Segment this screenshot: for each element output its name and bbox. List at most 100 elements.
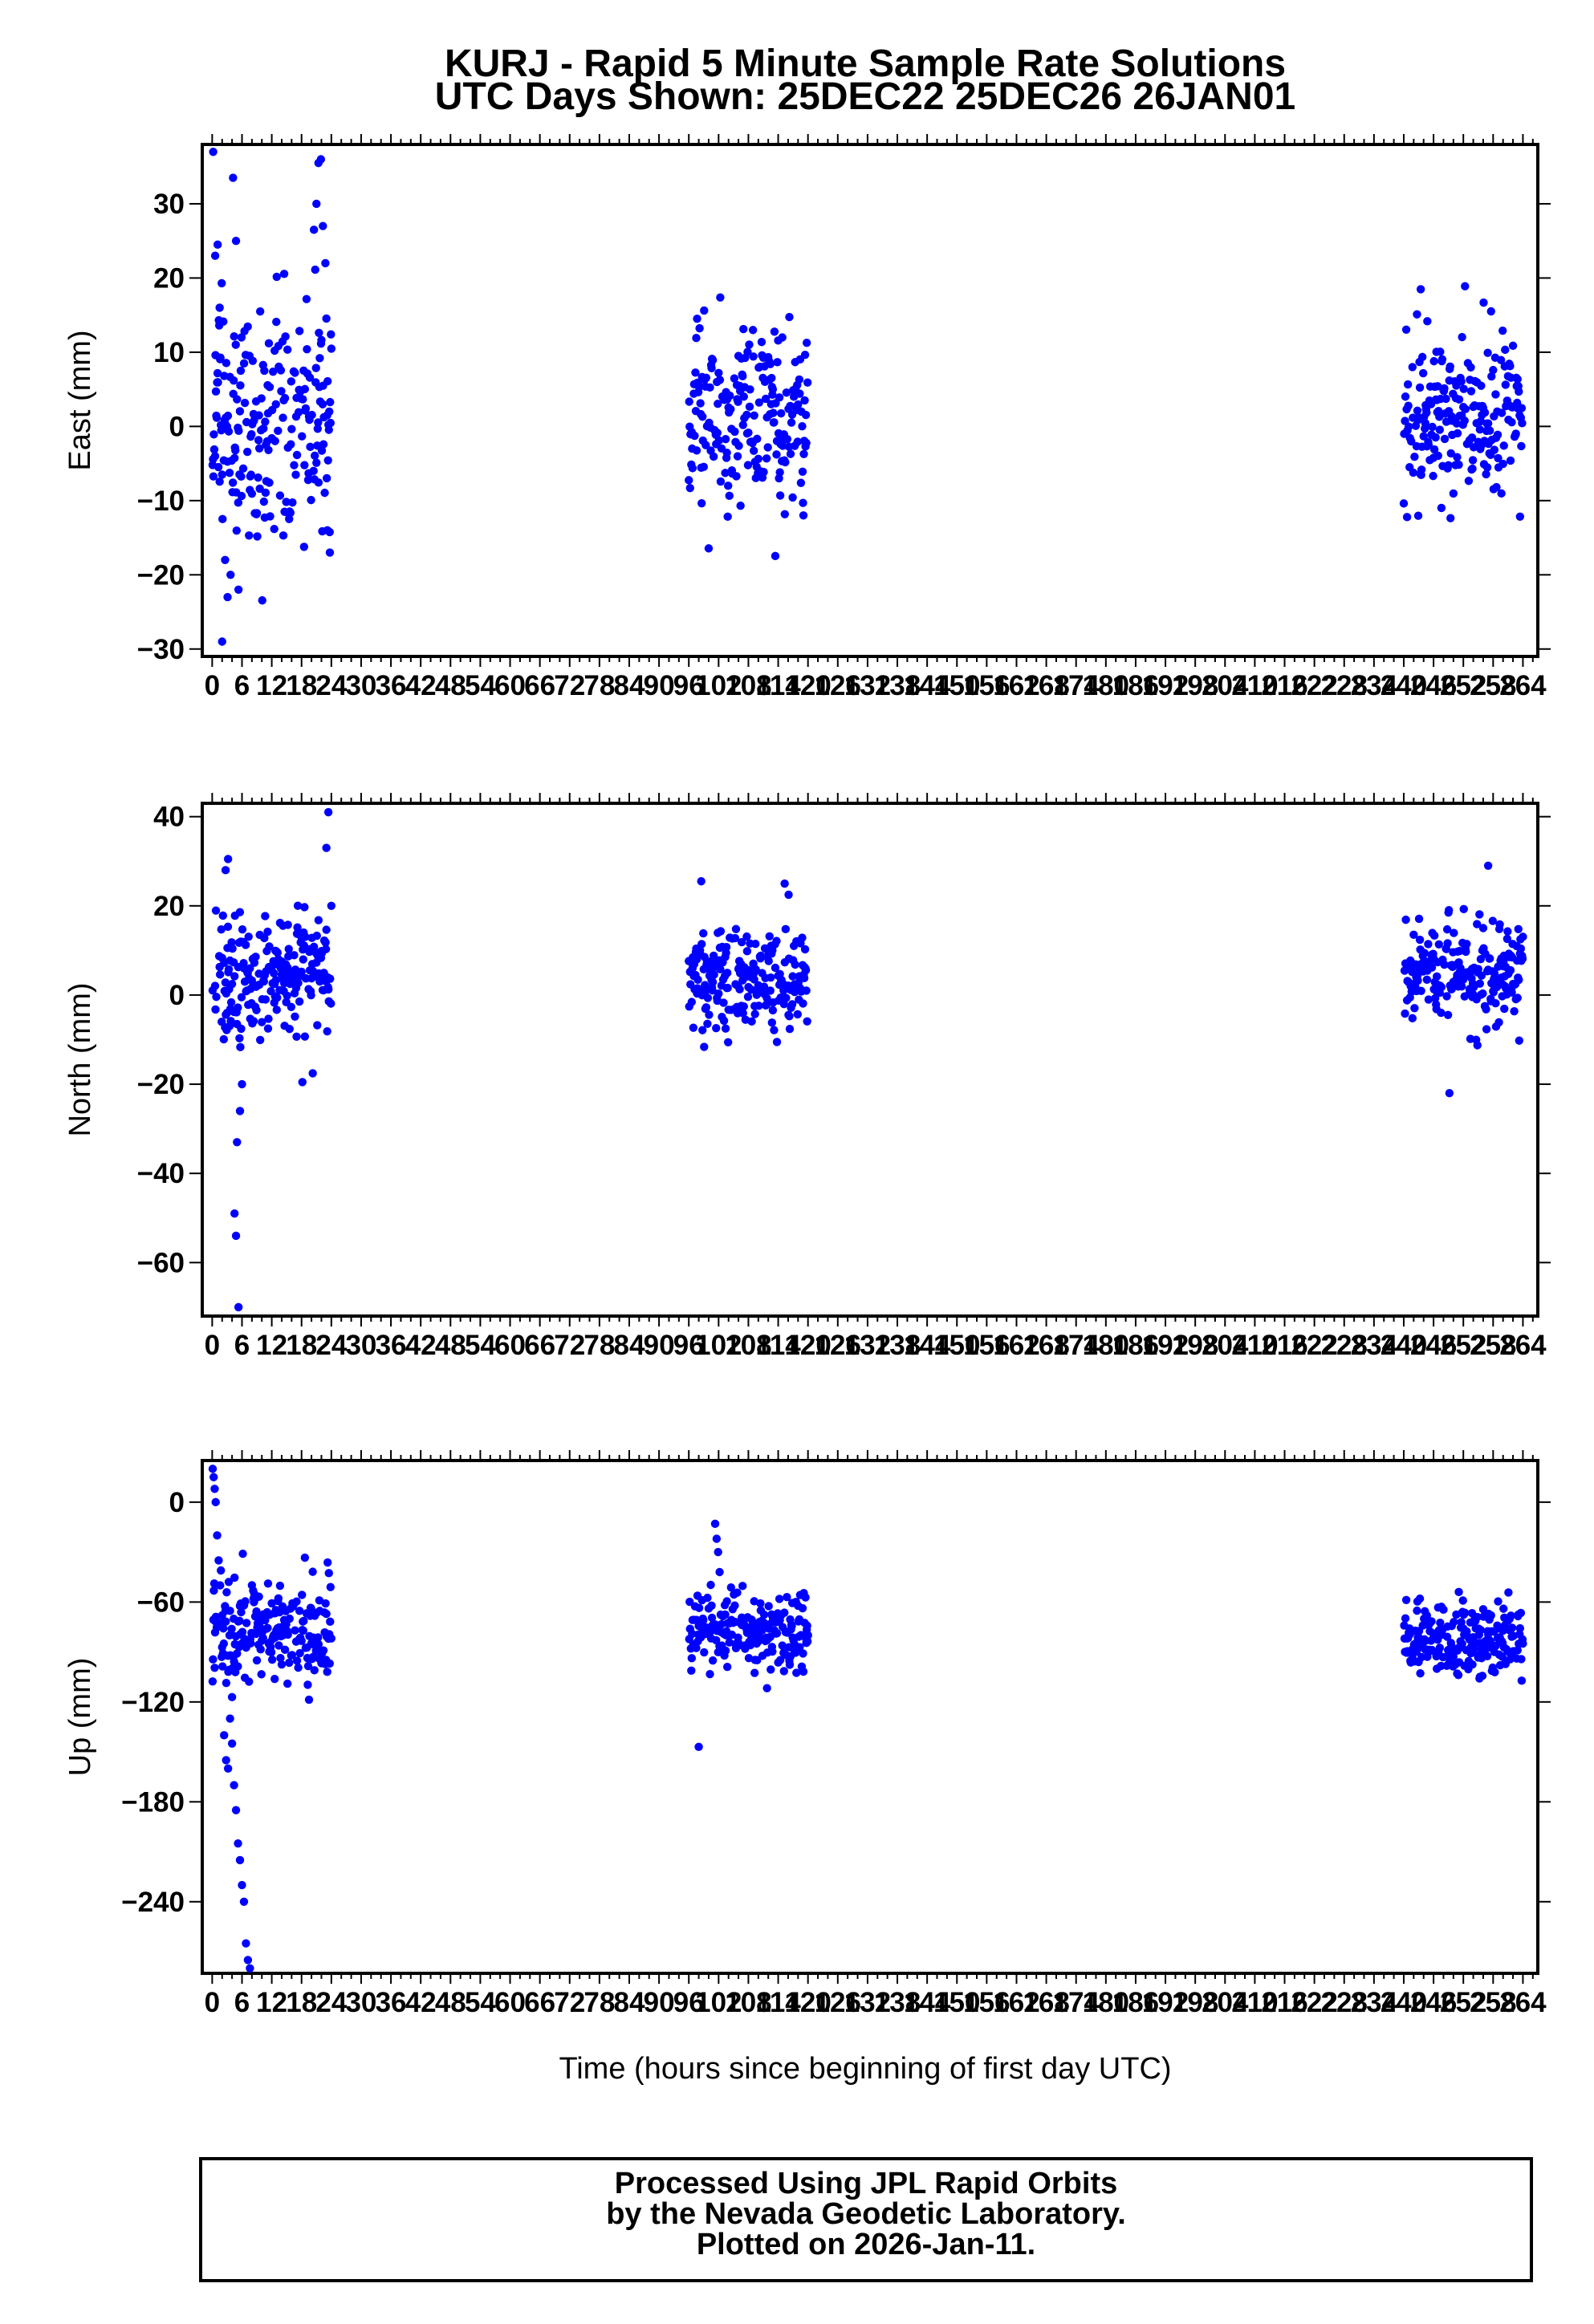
data-point (1499, 1604, 1508, 1613)
data-point (1435, 425, 1445, 434)
data-point (266, 1648, 276, 1657)
data-point (234, 1838, 242, 1848)
data-point (227, 1624, 236, 1633)
data-point (230, 332, 238, 341)
data-point (233, 1649, 242, 1658)
x-tick-label: 102 (695, 1330, 742, 1361)
data-point (1437, 982, 1446, 992)
x-tick-label: 72 (554, 670, 585, 701)
data-point (1413, 511, 1423, 520)
data-point (258, 1634, 267, 1643)
data-point (225, 469, 234, 477)
data-point (802, 438, 811, 448)
data-point (283, 920, 292, 929)
data-point (299, 955, 307, 964)
data-point (1517, 404, 1527, 412)
data-point (219, 1034, 229, 1044)
data-point (294, 408, 303, 416)
data-point (231, 1231, 241, 1241)
data-point (765, 932, 774, 941)
data-point (218, 637, 226, 646)
chart-title-line2: UTC Days Shown: 25DEC22 25DEC26 26JAN01 (435, 75, 1295, 118)
data-point (785, 1024, 795, 1034)
data-point (326, 974, 335, 983)
data-point (285, 1025, 294, 1034)
data-point (1483, 861, 1493, 870)
data-point (714, 368, 723, 377)
data-point (701, 1003, 711, 1012)
data-point (264, 339, 274, 348)
data-point (775, 468, 784, 477)
data-point (1507, 418, 1516, 427)
data-point (1518, 954, 1527, 964)
data-point (1475, 910, 1484, 919)
x-tick-label: 36 (376, 1330, 407, 1361)
data-point (788, 972, 797, 981)
data-point (211, 906, 221, 915)
x-tick-label: 30 (345, 670, 376, 701)
data-point (798, 933, 807, 942)
data-point (1454, 460, 1463, 469)
data-point (751, 965, 760, 974)
data-point (690, 431, 699, 441)
data-point (237, 993, 246, 1002)
data-point (1503, 934, 1512, 944)
x-tick-label: 120 (784, 670, 831, 701)
data-point (236, 366, 246, 376)
data-point (230, 1573, 239, 1583)
data-point (687, 1654, 697, 1663)
x-tick-label: 180 (1083, 1987, 1129, 2018)
data-point (1408, 363, 1417, 372)
data-point (710, 970, 718, 979)
data-point (1462, 940, 1471, 949)
data-point (235, 407, 245, 416)
x-tick-label: 78 (584, 670, 615, 701)
plot-frame (201, 802, 1539, 1318)
data-point (708, 977, 718, 987)
data-point (1433, 451, 1442, 461)
data-point (692, 446, 701, 455)
data-point (778, 333, 787, 342)
data-point (1513, 375, 1522, 384)
data-point (265, 478, 274, 487)
data-point (770, 327, 779, 336)
data-point (299, 395, 307, 404)
data-point (1513, 1646, 1522, 1655)
data-point (252, 1656, 262, 1665)
data-point (271, 976, 280, 985)
x-tick-label: 144 (904, 1987, 951, 2018)
data-point (1419, 432, 1428, 441)
data-point (291, 1626, 299, 1635)
data-point (803, 1017, 811, 1026)
data-point (746, 385, 754, 394)
x-tick-label: 210 (1231, 1987, 1278, 2018)
north-panel: 0 6 12182430364248546066727884909610210811… (63, 793, 1551, 1361)
x-tick-label: 42 (405, 1330, 437, 1361)
data-point (312, 458, 321, 467)
x-tick-label: 264 (1499, 670, 1547, 701)
data-point (759, 982, 769, 991)
data-point (1401, 392, 1410, 401)
data-point (1494, 453, 1503, 463)
data-point (270, 1675, 279, 1684)
data-point (257, 394, 266, 403)
x-tick-label: 228 (1321, 670, 1368, 701)
x-tick-label: 192 (1142, 1987, 1189, 2018)
data-point (1417, 465, 1426, 474)
data-point (302, 295, 311, 303)
data-point (222, 1756, 230, 1765)
data-point (241, 941, 250, 949)
data-point (802, 338, 811, 347)
data-point (280, 1645, 290, 1655)
data-point (315, 328, 323, 337)
data-point (739, 1002, 748, 1011)
data-point (279, 270, 289, 278)
data-point (748, 326, 758, 335)
x-tick-label: 66 (524, 1330, 555, 1361)
x-tick-label: 132 (844, 1330, 891, 1361)
data-point (321, 938, 330, 947)
x-tick-label: 240 (1381, 1330, 1427, 1361)
data-point (245, 531, 254, 540)
data-point (1499, 441, 1508, 450)
